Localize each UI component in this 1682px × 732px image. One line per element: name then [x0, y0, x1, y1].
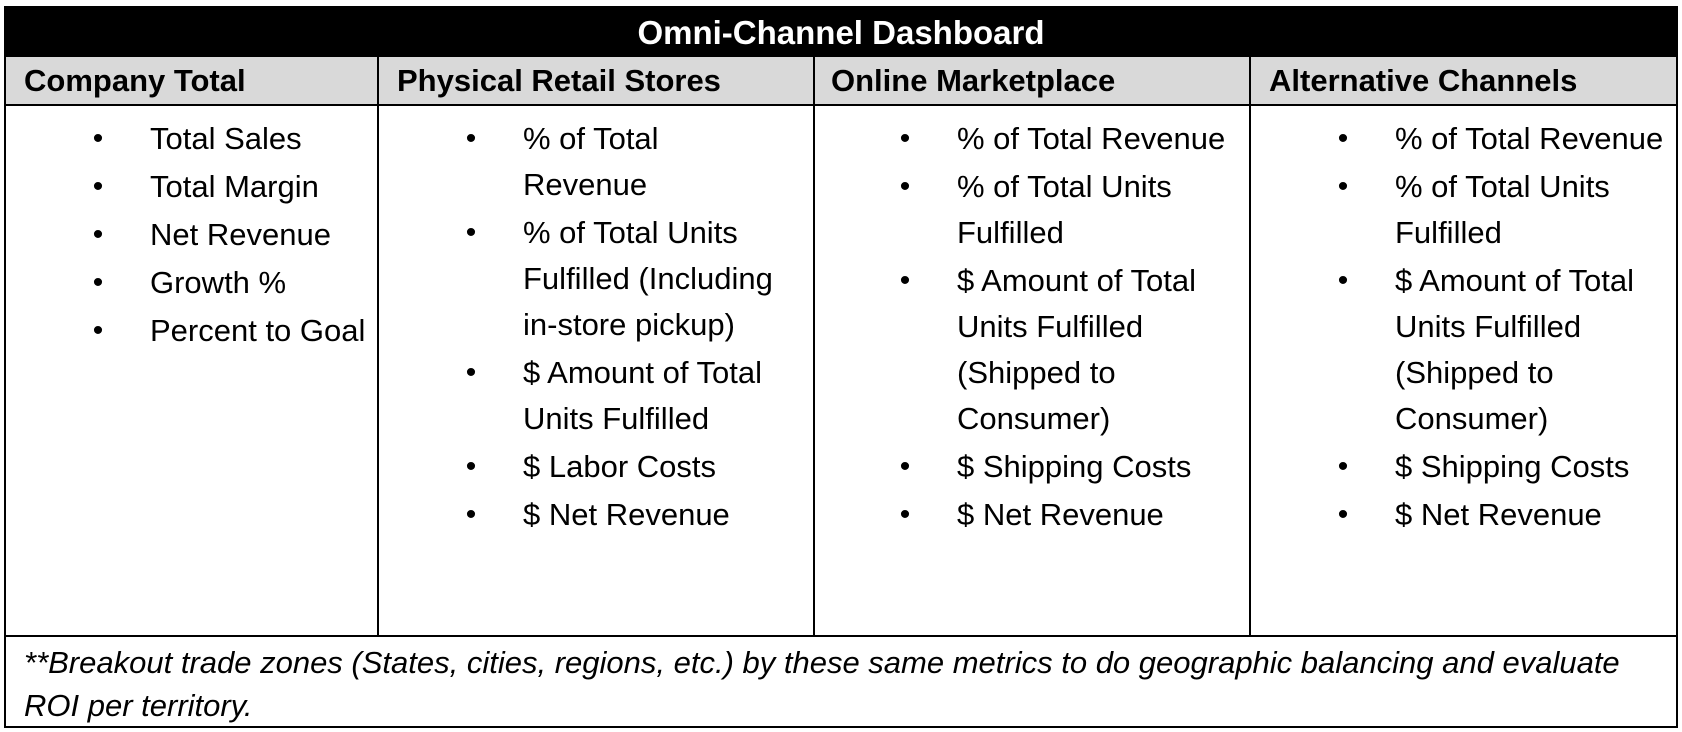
list-item: • $ Amount of Total Units Fulfilled (Ship…: [895, 258, 1235, 442]
bullet-icon: •: [92, 170, 104, 203]
list-item: • $ Amount of Total Units Fulfilled: [461, 350, 786, 442]
footnote: **Breakout trade zones (States, cities, …: [24, 645, 1620, 723]
list-item: • Total Sales: [88, 116, 373, 162]
bullet-icon: •: [899, 170, 911, 203]
bullet-icon: •: [92, 218, 104, 251]
bullet-icon: •: [899, 264, 911, 297]
bullet-icon: •: [1337, 122, 1349, 155]
online-marketplace-metrics-list: •% of Total Revenue •% of Total Units Fu…: [895, 116, 1235, 540]
bullet-icon: •: [465, 498, 477, 531]
column-divider: [813, 57, 815, 637]
alternative-channels-cell: •% of Total Revenue •% of Total Units Fu…: [1251, 106, 1676, 635]
bullet-icon: •: [1337, 450, 1349, 483]
list-item: • $ Net Revenue: [461, 492, 786, 538]
dashboard-title: Omni-Channel Dashboard: [6, 8, 1676, 57]
company-total-metrics-list: • Total Sales • Total Margin • Net Revenue …: [88, 116, 373, 356]
list-item: • Percent to Goal: [88, 308, 373, 354]
bullet-icon: •: [465, 356, 477, 389]
list-item: •% of Total Revenue: [1333, 116, 1673, 162]
list-item: • $ Shipping Costs: [1333, 444, 1673, 490]
bullet-icon: •: [1337, 170, 1349, 203]
physical-retail-stores-cell: •% of Total Revenue •% of Total Units Fu…: [379, 106, 813, 635]
bullet-icon: •: [92, 314, 104, 347]
list-item: • $ Net Revenue: [895, 492, 1235, 538]
bullet-icon: •: [92, 266, 104, 299]
bullet-icon: •: [899, 450, 911, 483]
bullet-icon: •: [465, 122, 477, 155]
bullet-icon: •: [465, 216, 477, 249]
list-item: • $ Labor Costs: [461, 444, 786, 490]
list-item: • $ Shipping Costs: [895, 444, 1235, 490]
list-item: •% of Total Units Fulfilled: [1333, 164, 1673, 256]
bullet-icon: •: [1337, 498, 1349, 531]
list-item: •% of Total Revenue: [895, 116, 1235, 162]
metrics-row: • Total Sales • Total Margin • Net Revenue …: [6, 106, 1676, 637]
bullet-icon: •: [92, 122, 104, 155]
omni-channel-dashboard-table: Omni-Channel Dashboard Company Total Phy…: [4, 6, 1678, 728]
list-item: • Total Margin: [88, 164, 373, 210]
online-marketplace-cell: •% of Total Revenue •% of Total Units Fu…: [815, 106, 1249, 635]
bullet-icon: •: [1337, 264, 1349, 297]
list-item: •% of Total Units Fulfilled (Including i…: [461, 210, 786, 348]
header-online-marketplace: Online Marketplace: [831, 63, 1116, 98]
list-item: • $ Net Revenue: [1333, 492, 1673, 538]
header-physical-retail-stores: Physical Retail Stores: [397, 63, 721, 98]
header-alternative-channels: Alternative Channels: [1269, 63, 1578, 98]
bullet-icon: •: [899, 122, 911, 155]
company-total-cell: • Total Sales • Total Margin • Net Revenue …: [6, 106, 377, 635]
column-divider: [1249, 57, 1251, 637]
list-item: • Growth %: [88, 260, 373, 306]
header-company-total: Company Total: [24, 63, 246, 98]
alternative-channels-metrics-list: •% of Total Revenue •% of Total Units Fu…: [1333, 116, 1673, 540]
physical-retail-metrics-list: •% of Total Revenue •% of Total Units Fu…: [461, 116, 786, 540]
list-item: •% of Total Revenue: [461, 116, 786, 208]
bullet-icon: •: [899, 498, 911, 531]
list-item: • Net Revenue: [88, 212, 373, 258]
bullet-icon: •: [465, 450, 477, 483]
column-divider: [377, 57, 379, 637]
column-header-row: Company Total Physical Retail Stores Onl…: [6, 57, 1676, 106]
list-item: •% of Total Units Fulfilled: [895, 164, 1235, 256]
list-item: • $ Amount of Total Units Fulfilled (Ship…: [1333, 258, 1673, 442]
